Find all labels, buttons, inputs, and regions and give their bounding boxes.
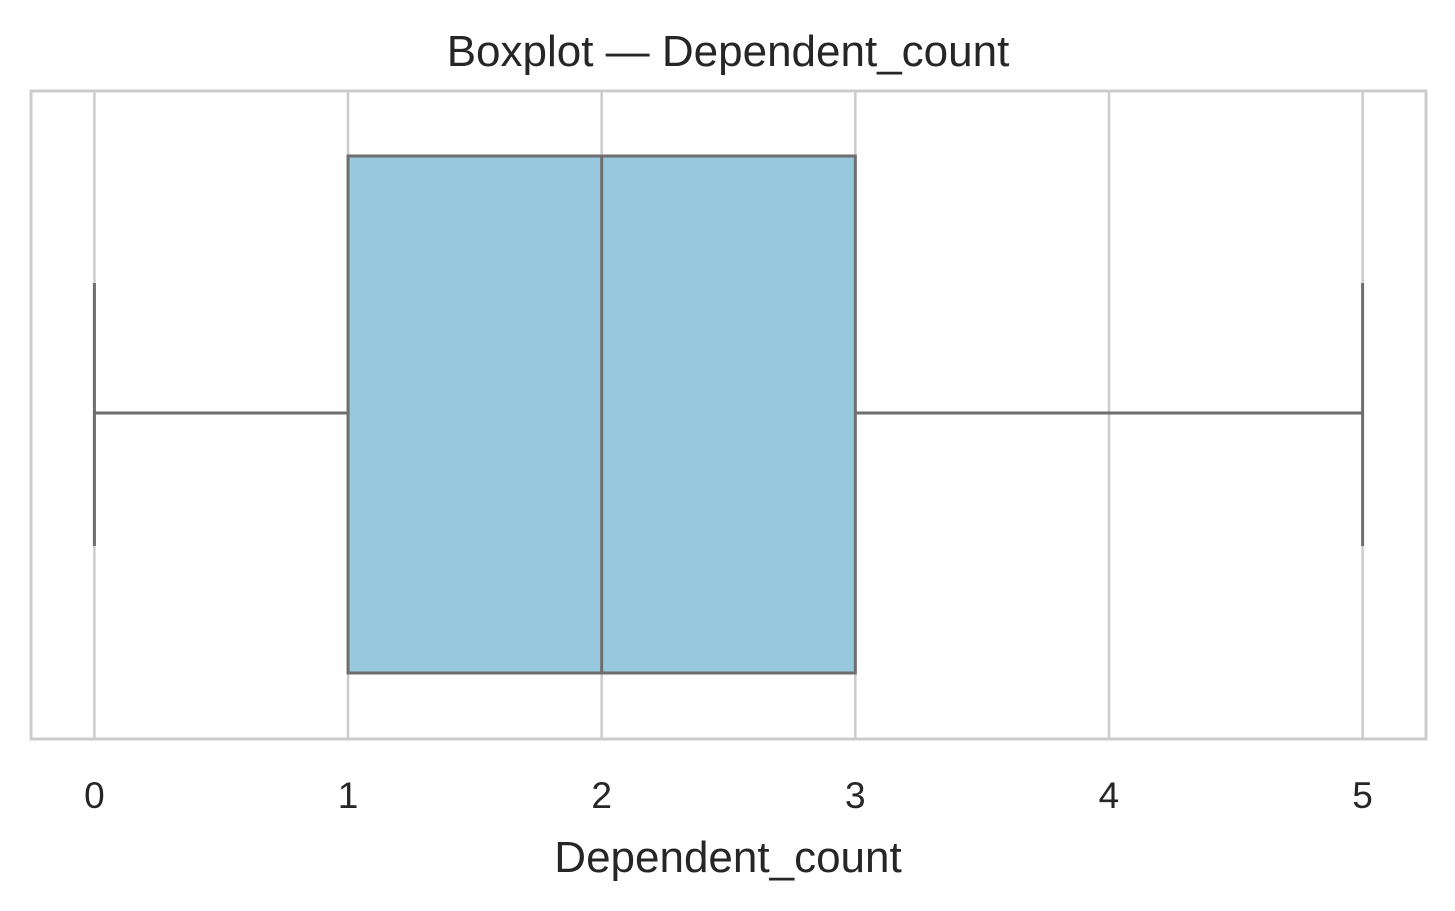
x-tick-label-3: 3 bbox=[845, 775, 866, 816]
plot-frame bbox=[29, 89, 1428, 741]
box-layer bbox=[92, 154, 1365, 675]
x-tick-label-1: 1 bbox=[338, 775, 359, 816]
x-tick-label-5: 5 bbox=[1352, 775, 1373, 816]
x-tick-label-4: 4 bbox=[1099, 775, 1120, 816]
x-axis-label: Dependent_count bbox=[554, 833, 901, 882]
x-tick-label-2: 2 bbox=[591, 775, 612, 816]
chart-title: Boxplot — Dependent_count bbox=[447, 27, 1010, 76]
x-tick-labels: 0 1 2 3 4 5 bbox=[84, 775, 1373, 816]
x-tick-label-0: 0 bbox=[84, 775, 105, 816]
